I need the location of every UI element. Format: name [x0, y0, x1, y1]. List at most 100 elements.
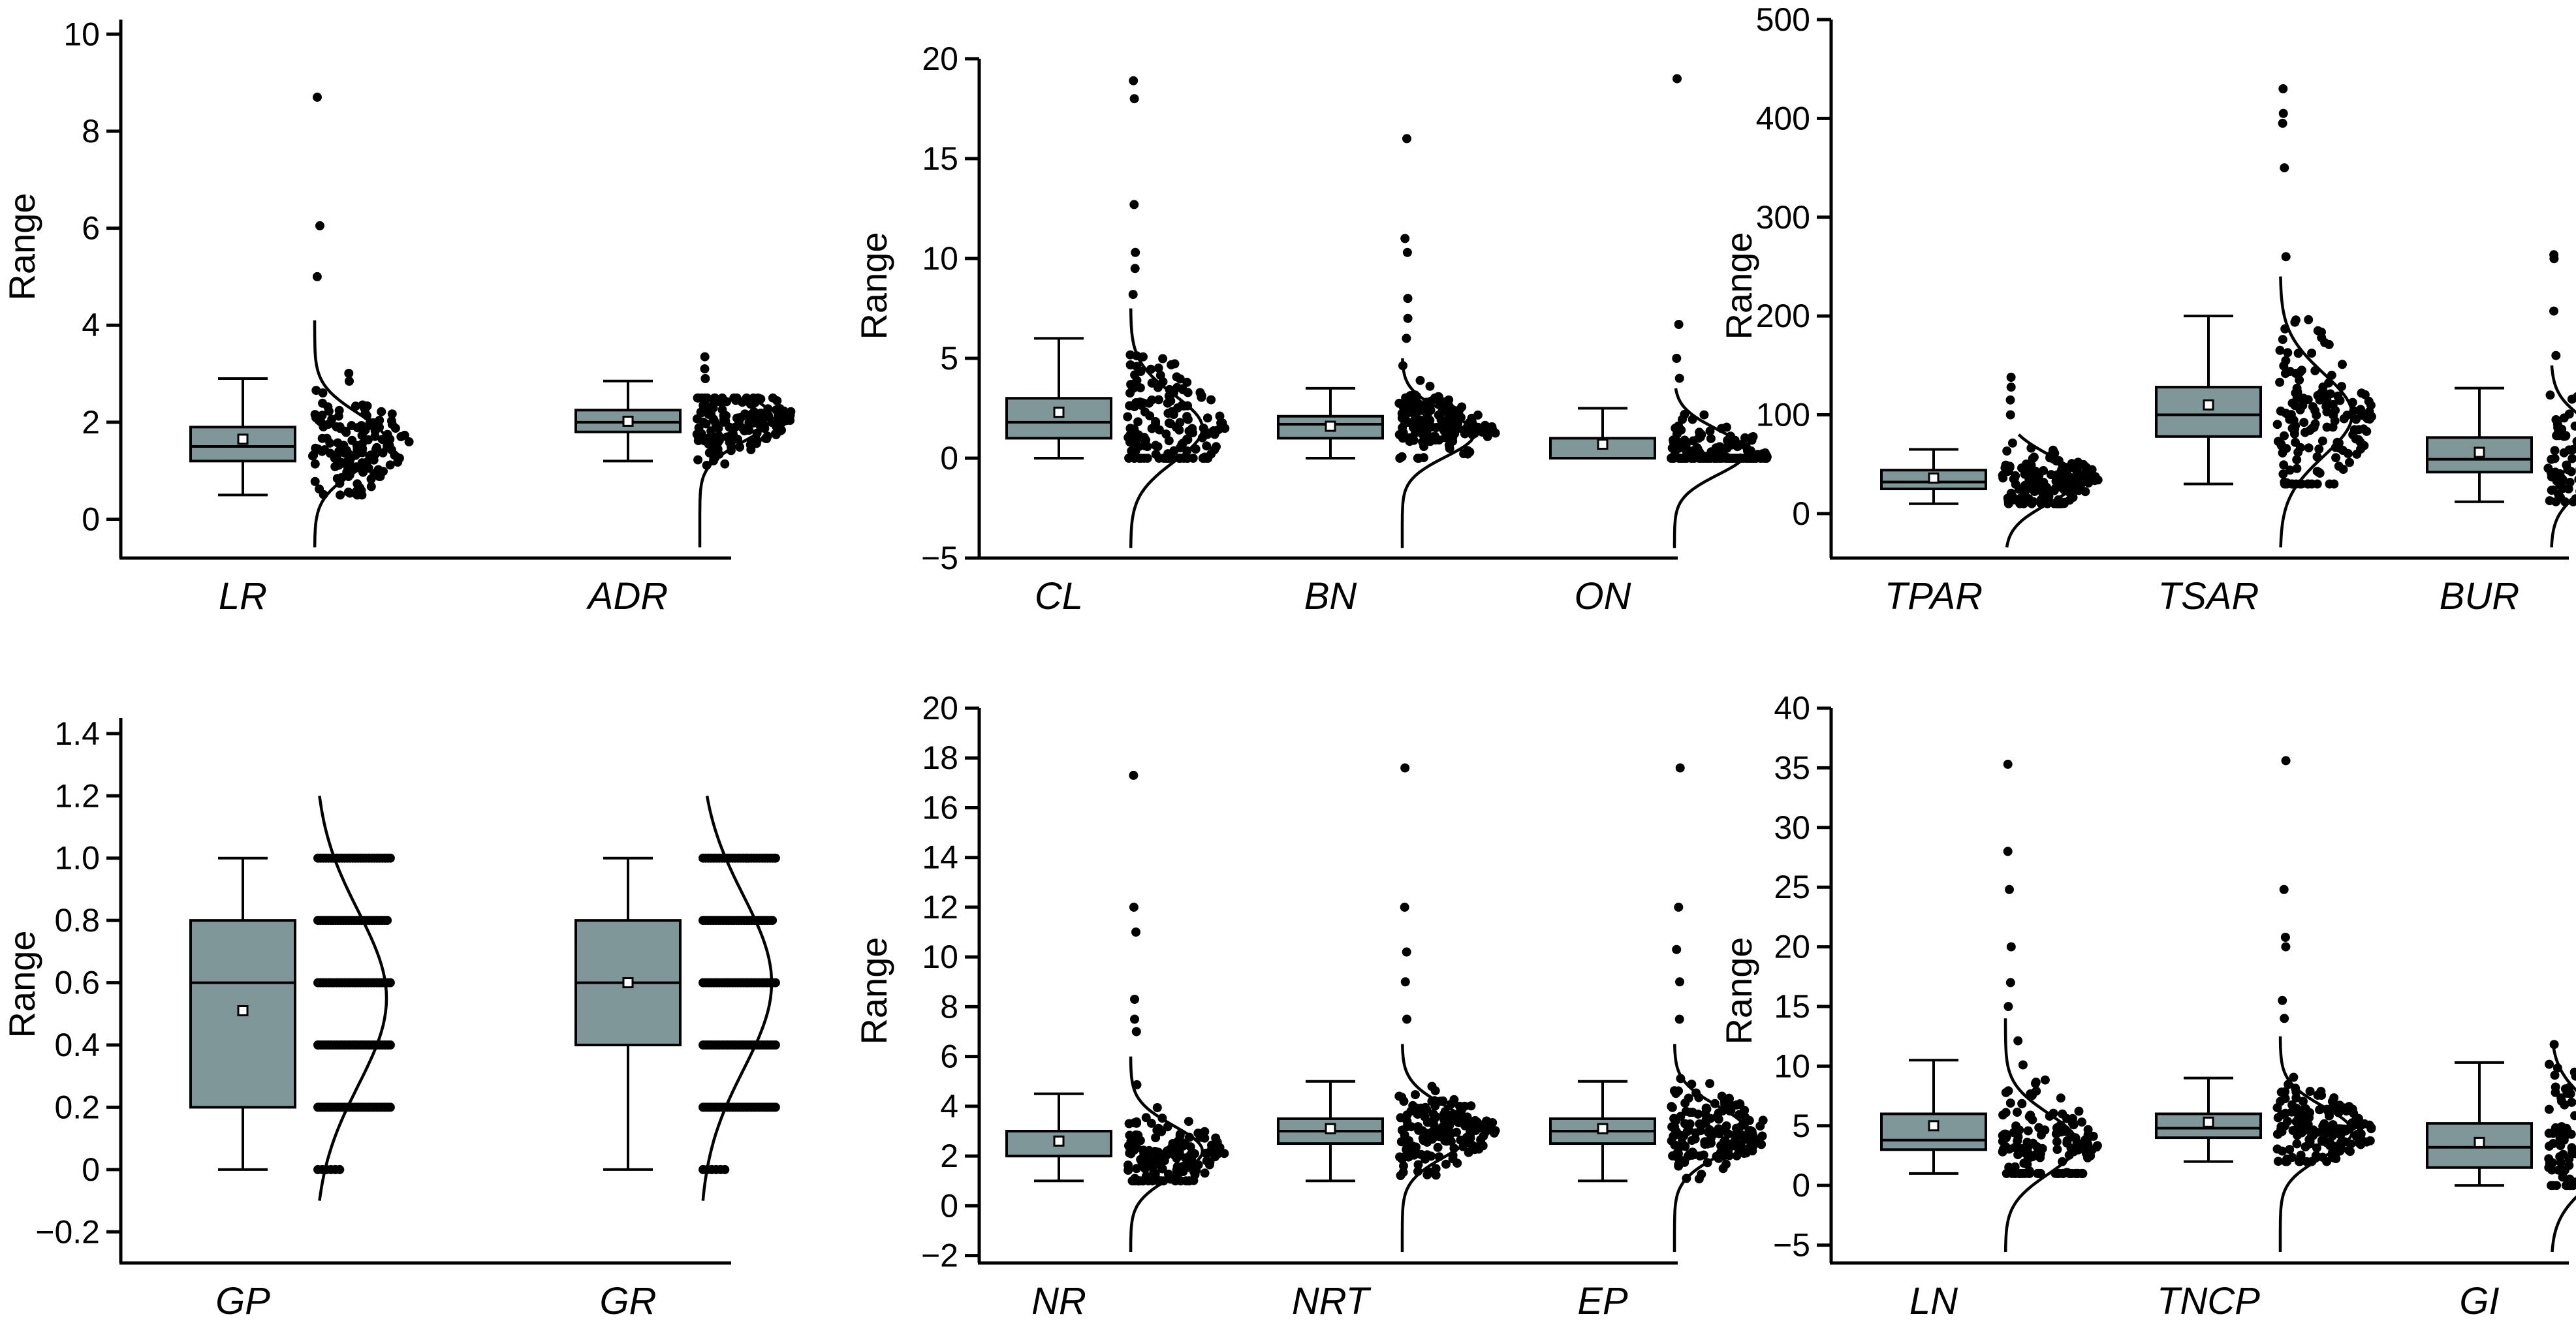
- data-point: [1697, 429, 1706, 439]
- data-point: [2281, 756, 2291, 766]
- data-point: [1427, 1082, 1437, 1091]
- box: [1005, 397, 1112, 440]
- y-tick-label: 0: [1792, 1167, 1810, 1204]
- data-point: [2307, 479, 2317, 489]
- density-curve: [701, 795, 774, 1201]
- data-point: [2034, 471, 2044, 480]
- data-point: [1674, 1086, 1683, 1096]
- data-point: [1689, 446, 1698, 456]
- data-point: [2365, 414, 2374, 424]
- data-point: [2278, 335, 2287, 345]
- data-point: [2291, 315, 2301, 325]
- data-point: [2317, 388, 2327, 398]
- data-point: [1702, 1104, 1712, 1114]
- data-point: [1206, 395, 1216, 405]
- data-point: [2317, 436, 2327, 446]
- data-point: [2285, 465, 2295, 475]
- data-point: [2568, 1147, 2576, 1157]
- data-point: [731, 396, 741, 405]
- data-point: [2345, 458, 2354, 467]
- mean-marker: [1597, 439, 1609, 450]
- data-point: [2559, 448, 2569, 458]
- data-point: [2005, 1099, 2015, 1108]
- data-point: [1688, 1147, 1697, 1157]
- data-point: [1699, 1150, 1708, 1160]
- data-point: [1711, 443, 1721, 453]
- data-point: [2321, 401, 2331, 411]
- data-point: [312, 272, 322, 281]
- category-label: ADR: [586, 575, 668, 617]
- data-point: [1123, 1165, 1133, 1175]
- category-label: LR: [219, 575, 267, 617]
- data-point: [1684, 1093, 1693, 1103]
- density-curve: [2278, 1036, 2354, 1252]
- data-point: [2090, 476, 2099, 486]
- data-point: [1448, 433, 1458, 443]
- data-point: [2001, 1087, 2011, 1097]
- data-point: [1672, 354, 1682, 363]
- data-point: [1153, 442, 1163, 452]
- data-point: [2018, 1168, 2028, 1178]
- data-point: [2324, 339, 2334, 349]
- data-point: [1178, 384, 1187, 394]
- data-point: [1460, 1121, 1470, 1130]
- data-point: [1398, 423, 1407, 433]
- density-curve: [2005, 433, 2079, 548]
- mean-marker: [1325, 420, 1336, 432]
- y-tick-label: 15: [1774, 988, 1810, 1025]
- series-lr: LR: [189, 92, 414, 617]
- data-point: [1431, 1170, 1441, 1180]
- data-point: [385, 1040, 395, 1050]
- data-point: [2027, 499, 2037, 508]
- data-point: [2313, 1090, 2323, 1100]
- data-point: [1429, 1120, 1439, 1130]
- mean-marker: [2474, 1136, 2485, 1148]
- data-point: [2046, 470, 2056, 480]
- data-point: [1402, 134, 1411, 144]
- data-point: [1124, 1119, 1134, 1129]
- data-point: [2329, 1093, 2339, 1102]
- data-point: [2281, 356, 2291, 366]
- data-point: [1217, 418, 1227, 428]
- data-point: [1190, 1170, 1200, 1179]
- data-point: [1444, 441, 1454, 450]
- y-tick-label: 30: [1774, 809, 1810, 846]
- data-point: [1200, 1168, 1210, 1178]
- data-point: [1163, 398, 1172, 408]
- data-point: [1181, 1176, 1191, 1186]
- data-point: [1674, 421, 1684, 431]
- category-label: GR: [600, 1280, 657, 1322]
- data-point: [2364, 407, 2374, 416]
- data-point: [2550, 454, 2560, 463]
- y-tick-label: 1.0: [54, 840, 100, 877]
- data-point: [1674, 1160, 1684, 1170]
- data-point: [1422, 1105, 1432, 1115]
- data-point: [2279, 460, 2289, 470]
- data-point: [1443, 416, 1453, 425]
- data-point: [2548, 1181, 2558, 1191]
- data-point: [1184, 1117, 1193, 1127]
- data-point: [2053, 477, 2063, 487]
- density-curve: [2550, 365, 2576, 548]
- data-point: [1172, 1162, 1182, 1172]
- data-point: [1164, 436, 1174, 446]
- data-point: [694, 393, 703, 403]
- data-point: [2280, 933, 2290, 942]
- data-point: [1441, 1121, 1451, 1130]
- data-point: [1147, 378, 1157, 388]
- y-tick-label: 0.4: [54, 1027, 100, 1063]
- series-tncp: TNCP: [2155, 756, 2376, 1322]
- mean-marker: [1928, 472, 1940, 484]
- y-tick-label: 18: [922, 740, 958, 776]
- density-curve: [318, 795, 388, 1201]
- data-point: [2560, 1165, 2569, 1175]
- y-tick-label: 16: [922, 789, 958, 826]
- data-point: [1452, 1127, 1461, 1137]
- data-point: [768, 916, 778, 926]
- data-point: [1440, 433, 1450, 443]
- y-tick-label: 12: [922, 889, 958, 926]
- y-tick-label: 0.8: [54, 902, 100, 939]
- data-point: [377, 407, 386, 416]
- data-point: [2044, 491, 2054, 501]
- data-point: [2364, 1120, 2374, 1130]
